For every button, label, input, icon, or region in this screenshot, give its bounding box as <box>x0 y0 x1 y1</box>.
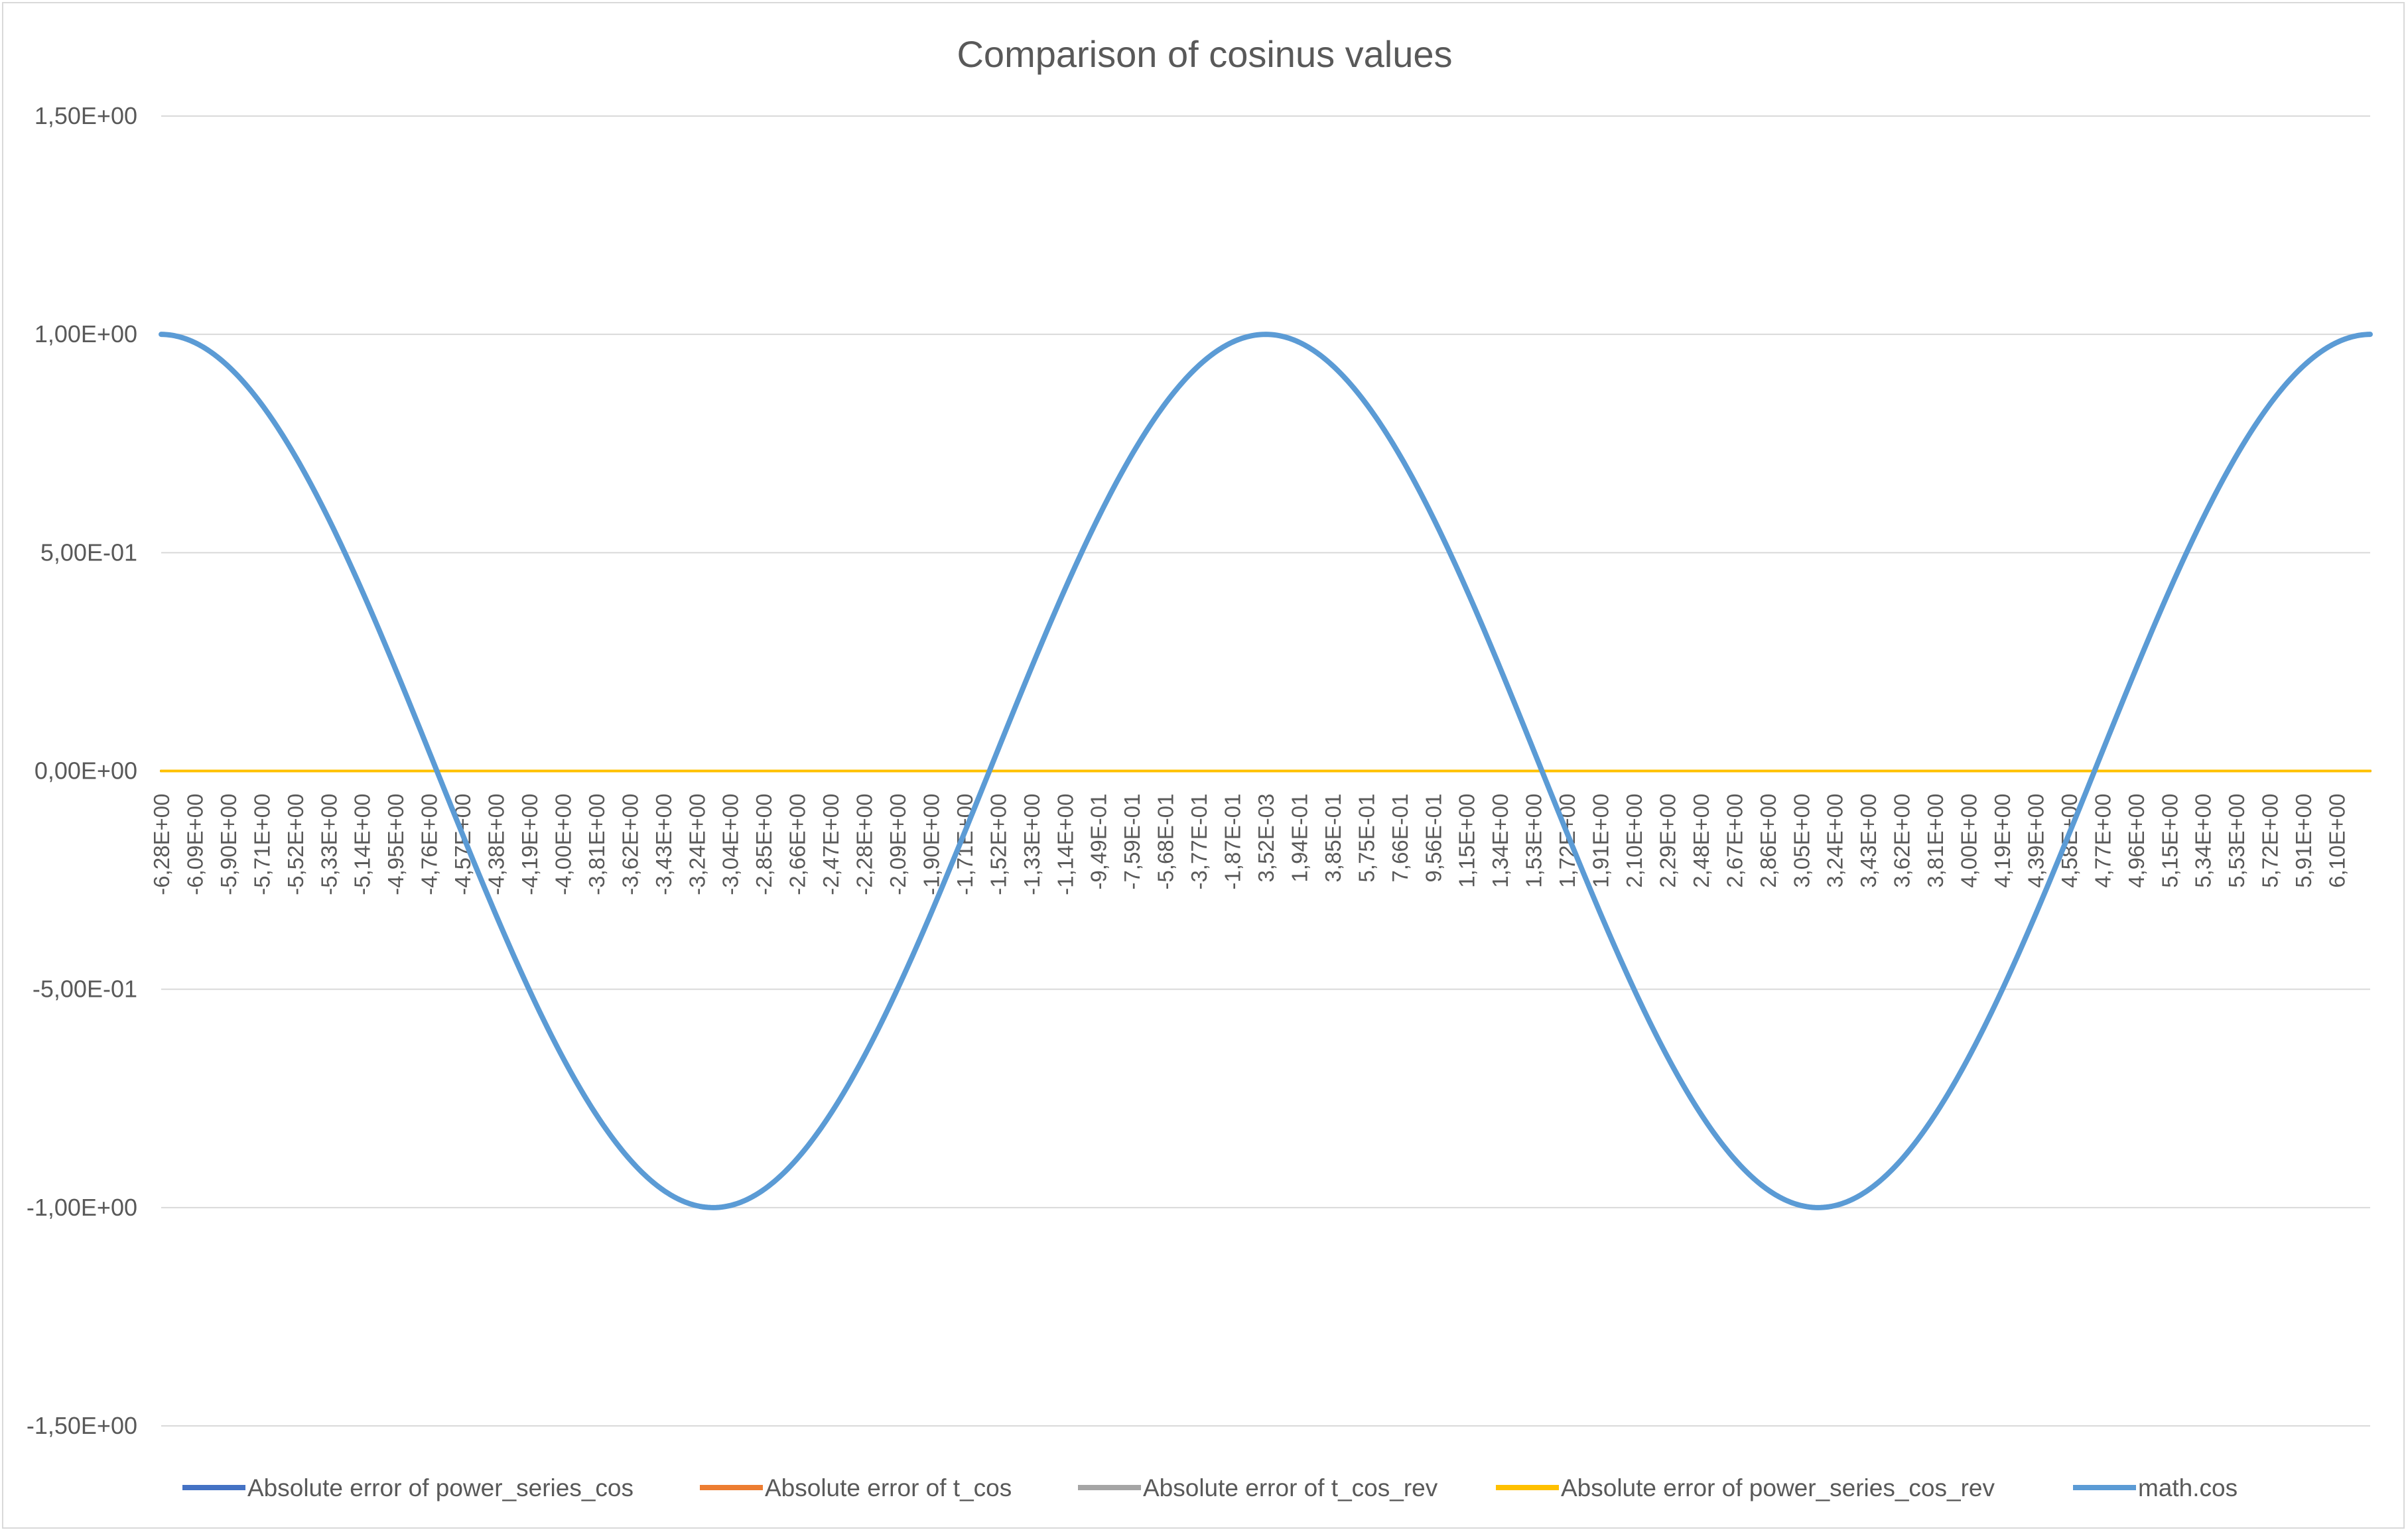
x-tick-label: -2,47E+00 <box>819 794 843 895</box>
plot-series <box>159 332 2373 1210</box>
x-tick-label: 5,75E-01 <box>1354 794 1378 883</box>
x-tick-label: 5,15E+00 <box>2157 794 2182 888</box>
x-tick-label: 4,77E+00 <box>2090 794 2115 888</box>
x-tick-label: 3,05E+00 <box>1789 794 1814 888</box>
x-tick-label: 2,48E+00 <box>1689 794 1713 888</box>
y-tick-label: 5,00E-01 <box>40 539 137 566</box>
legend-label: Absolute error of power_series_cos <box>247 1474 634 1501</box>
x-tick-label: 2,29E+00 <box>1655 794 1680 888</box>
legend-label: math.cos <box>2138 1474 2238 1501</box>
x-tick-label: -4,95E+00 <box>383 794 408 895</box>
y-tick-label: -5,00E-01 <box>33 976 137 1003</box>
x-tick-label: 4,96E+00 <box>2124 794 2149 888</box>
x-tick-label: -3,24E+00 <box>685 794 709 895</box>
x-tick-label: -4,38E+00 <box>484 794 509 895</box>
x-tick-label: -4,76E+00 <box>417 794 442 895</box>
x-tick-label: -5,71E+00 <box>249 794 274 895</box>
x-tick-label: -3,81E+00 <box>584 794 609 895</box>
x-tick-label: -2,66E+00 <box>785 794 810 895</box>
x-tick-label: -5,90E+00 <box>216 794 241 895</box>
x-tick-label: 3,62E+00 <box>1890 794 1914 888</box>
x-tick-label: 4,00E+00 <box>1957 794 1981 888</box>
x-tick-label: -9,49E-01 <box>1087 794 1111 890</box>
x-axis-ticks: -6,28E+00 -6,09E+00 -5,90E+00 -5,71E+00 -5,5… <box>149 794 2350 895</box>
x-tick-label: 3,43E+00 <box>1856 794 1881 888</box>
y-tick-label: -1,00E+00 <box>27 1194 137 1221</box>
x-tick-label: -4,00E+00 <box>551 794 575 895</box>
x-tick-label: 3,24E+00 <box>1823 794 1847 888</box>
x-tick-label: 4,39E+00 <box>2023 794 2048 888</box>
x-tick-label: 5,91E+00 <box>2291 794 2316 888</box>
x-tick-label: -6,09E+00 <box>182 794 207 895</box>
x-tick-label: -3,62E+00 <box>618 794 642 895</box>
x-tick-label: -5,14E+00 <box>350 794 375 895</box>
x-tick-label: -7,59E-01 <box>1120 794 1144 890</box>
x-tick-label: 7,66E-01 <box>1388 794 1412 883</box>
legend-label: Absolute error of t_cos_rev <box>1143 1474 1438 1501</box>
x-tick-label: 1,53E+00 <box>1522 794 1546 888</box>
x-tick-label: -1,87E-01 <box>1221 794 1245 890</box>
series-line <box>159 332 2373 1210</box>
x-tick-label: -5,52E+00 <box>283 794 308 895</box>
x-tick-label: -3,43E+00 <box>651 794 676 895</box>
y-tick-label: 1,50E+00 <box>34 102 137 129</box>
x-tick-label: 3,81E+00 <box>1923 794 1948 888</box>
x-tick-label: -1,33E+00 <box>1020 794 1044 895</box>
x-tick-label: 5,72E+00 <box>2258 794 2283 888</box>
chart-title: Comparison of cosinus values <box>957 33 1452 75</box>
x-tick-label: 4,19E+00 <box>1990 794 2015 888</box>
x-tick-label: -5,68E-01 <box>1154 794 1178 890</box>
x-tick-label: -5,33E+00 <box>316 794 341 895</box>
x-tick-label: -4,19E+00 <box>517 794 542 895</box>
x-tick-label: 1,91E+00 <box>1589 794 1613 888</box>
x-tick-label: -3,77E-01 <box>1187 794 1211 890</box>
x-tick-label: -1,52E+00 <box>986 794 1010 895</box>
x-tick-label: 1,34E+00 <box>1488 794 1512 888</box>
x-tick-label: -1,90E+00 <box>919 794 943 895</box>
x-tick-label: 2,10E+00 <box>1622 794 1646 888</box>
y-axis-ticks: -1,50E+00 -1,00E+00 -5,00E-01 0,00E+00 5,00E… <box>27 102 137 1439</box>
legend-label: Absolute error of t_cos <box>765 1474 1012 1501</box>
legend: Absolute error of power_series_cos Absolu… <box>182 1474 2238 1501</box>
x-tick-label: 6,10E+00 <box>2325 794 2350 888</box>
x-tick-label: -1,14E+00 <box>1053 794 1077 895</box>
x-tick-label: 5,53E+00 <box>2224 794 2249 888</box>
x-tick-label: 3,85E-01 <box>1321 794 1345 883</box>
x-tick-label: 2,67E+00 <box>1722 794 1747 888</box>
y-tick-label: 1,00E+00 <box>34 320 137 348</box>
x-tick-label: -2,09E+00 <box>886 794 910 895</box>
x-tick-label: -2,85E+00 <box>752 794 776 895</box>
x-tick-label: 9,56E-01 <box>1421 794 1445 883</box>
x-tick-label: -3,04E+00 <box>718 794 743 895</box>
x-tick-label: 5,34E+00 <box>2191 794 2216 888</box>
legend-label: Absolute error of power_series_cos_rev <box>1561 1474 1995 1501</box>
y-tick-label: -1,50E+00 <box>27 1412 137 1439</box>
x-tick-label: 1,15E+00 <box>1455 794 1479 888</box>
x-tick-label: -2,28E+00 <box>852 794 877 895</box>
x-tick-label: 3,52E-03 <box>1254 794 1278 883</box>
x-tick-label: 1,94E-01 <box>1287 794 1311 883</box>
chart-svg: Comparison of cosinus values -1,50E+00-1… <box>27 33 2373 1501</box>
y-tick-label: 0,00E+00 <box>34 757 137 785</box>
x-tick-label: -6,28E+00 <box>149 794 174 895</box>
x-tick-label: 2,86E+00 <box>1756 794 1780 888</box>
